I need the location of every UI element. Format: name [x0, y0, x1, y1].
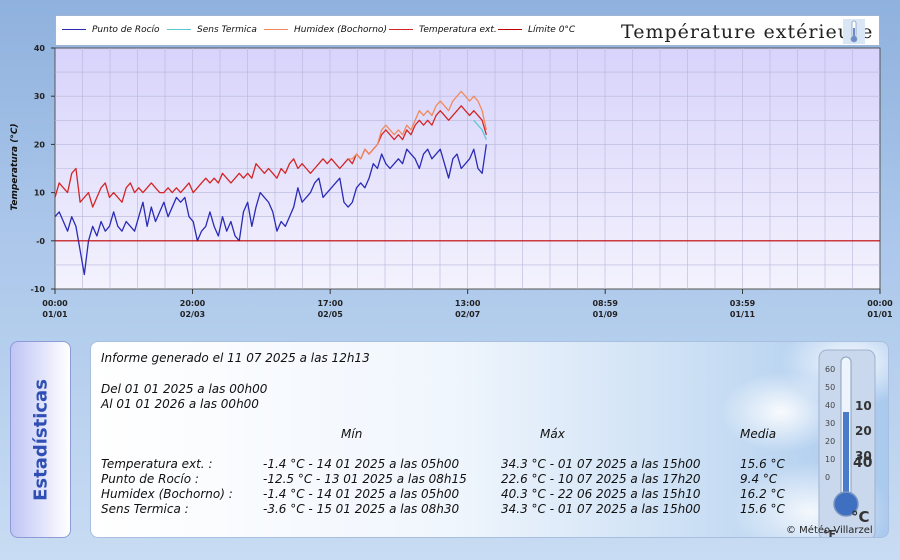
thermometer-icon	[843, 19, 865, 44]
series-line	[54, 144, 487, 276]
period-from: Del 01 01 2025 a las 00h00	[101, 382, 268, 396]
row-label: Punto de Rocío :	[101, 472, 199, 486]
thermo-tick: 40	[825, 401, 835, 410]
x-tick-label-time: 03:59	[730, 299, 756, 308]
legend-label: Sens Termica	[197, 25, 257, 35]
thermo-tick: 30	[855, 449, 872, 463]
row-label: Sens Termica :	[101, 502, 189, 516]
row-max: 40.3 °C - 22 06 2025 a las 15h10	[501, 487, 701, 501]
y-tick-label: 30	[34, 92, 46, 101]
statistics-tab[interactable]: Estadísticas	[10, 341, 71, 538]
thermo-tick: 50	[825, 383, 835, 392]
x-tick-label-date: 01/11	[730, 310, 756, 319]
y-tick-label: -0	[36, 237, 45, 246]
legend-item-feels-like: Sens Termica	[167, 25, 257, 39]
x-tick-label-time: 08:59	[592, 299, 618, 308]
row-label: Humidex (Bochorno) :	[101, 487, 233, 501]
x-tick-label-date: 02/03	[180, 310, 205, 319]
x-tick-label-time: 17:00	[317, 299, 343, 308]
thermometer-illustration: 60 50 40 30 20 10 0 10 20 30 40 °C °F	[818, 349, 876, 538]
x-tick-label-time: 00:00	[42, 299, 68, 308]
header-min: Mín	[341, 427, 363, 441]
x-tick-label-date: 02/07	[455, 310, 480, 319]
series-line	[54, 105, 487, 208]
row-max: 34.3 °C - 01 07 2025 a las 15h00	[501, 457, 701, 471]
statistics-panel: 60 50 40 30 20 10 0 10 20 30 40 °C °F In…	[90, 341, 889, 538]
legend-item-humidex: Humidex (Bochorno)	[264, 25, 387, 39]
legend-item-zero-limit: Límite 0°C	[498, 25, 575, 39]
period-to: Al 01 01 2026 a las 00h00	[101, 397, 259, 411]
legend-swatch	[389, 29, 413, 30]
legend-item-dew-point: Punto de Rocío	[62, 25, 160, 39]
row-min: -3.6 °C - 15 01 2025 a las 08h30	[263, 502, 460, 516]
x-tick-label-time: 13:00	[455, 299, 481, 308]
x-tick-label-time: 00:00	[867, 299, 893, 308]
row-avg: 15.6 °C	[740, 457, 785, 471]
thermo-tick: 40	[853, 455, 873, 471]
chart-title: Température extérieure	[621, 21, 874, 43]
legend-swatch	[264, 29, 288, 30]
statistics-tab-label: Estadísticas	[30, 378, 51, 501]
legend-swatch	[62, 29, 86, 30]
x-tick-label-date: 02/05	[318, 310, 344, 319]
legend-swatch	[167, 29, 191, 30]
thermo-tick: 10	[855, 399, 872, 413]
thermo-tick: 10	[825, 455, 835, 464]
legend-label: Límite 0°C	[528, 25, 576, 35]
thermo-tick: 60	[825, 365, 835, 374]
row-max: 34.3 °C - 01 07 2025 a las 15h00	[501, 502, 701, 516]
temperature-chart: -10 -0 10 20 30 40 00:00 01/01 20:00 02/03 17:00 02…	[31, 44, 894, 319]
header-max: Máx	[540, 427, 565, 441]
thermo-tick: 20	[825, 437, 835, 446]
legend-label: Humidex (Bochorno)	[294, 25, 387, 35]
x-tick-label-date: 01/01	[42, 310, 68, 319]
row-min: -1.4 °C - 14 01 2025 a las 05h00	[263, 457, 460, 471]
thermo-tick: 0	[825, 473, 830, 482]
row-label: Temperatura ext. :	[101, 457, 213, 471]
chart-legend: Punto de Rocío Sens Termica Humidex (Boc…	[55, 15, 880, 46]
y-tick-label: 40	[34, 44, 46, 53]
thermo-tick: 30	[825, 419, 835, 428]
row-min: -12.5 °C - 13 01 2025 a las 08h15	[263, 472, 467, 486]
row-avg: 9.4 °C	[740, 472, 778, 486]
y-tick-label: -10	[31, 285, 46, 294]
row-max: 22.6 °C - 10 07 2025 a las 17h20	[501, 472, 701, 486]
series-line	[473, 119, 487, 140]
legend-item-temperature: Temperatura ext.	[389, 25, 497, 39]
credit-text: © Météo Villarzel	[786, 525, 873, 536]
report-generated: Informe generado el 11 07 2025 a las 12h…	[101, 351, 370, 365]
row-min: -1.4 °C - 14 01 2025 a las 05h00	[263, 487, 460, 501]
legend-label: Temperatura ext.	[419, 25, 497, 35]
x-tick-label-date: 01/09	[593, 310, 619, 319]
x-tick-label-date: 01/01	[867, 310, 893, 319]
row-avg: 16.2 °C	[740, 487, 785, 501]
y-tick-label: 10	[34, 189, 46, 198]
y-axis-label: Temperatura (°C)	[10, 123, 20, 211]
x-tick-label-time: 20:00	[180, 299, 206, 308]
thermo-tick: 20	[855, 424, 872, 438]
y-tick-label: 20	[34, 140, 46, 149]
celsius-symbol: °C	[851, 508, 870, 526]
fahrenheit-symbol: °F	[823, 528, 836, 538]
row-avg: 15.6 °C	[740, 502, 785, 516]
header-avg: Media	[740, 427, 777, 441]
legend-swatch	[498, 29, 522, 30]
legend-label: Punto de Rocío	[92, 25, 160, 35]
series-line	[348, 90, 487, 160]
